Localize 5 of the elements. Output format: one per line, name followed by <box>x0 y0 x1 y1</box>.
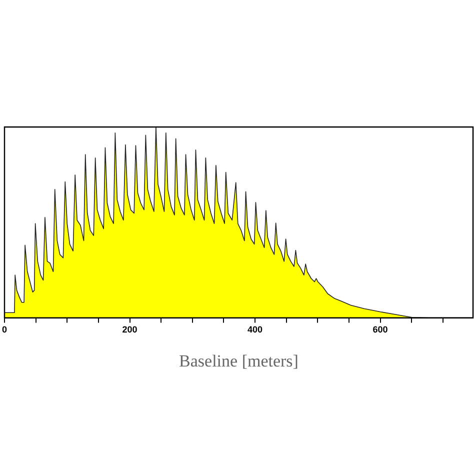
x-tick-label: 200 <box>122 324 138 335</box>
x-tick-label: 600 <box>372 324 388 335</box>
x-axis-title: Baseline [meters] <box>179 351 298 370</box>
x-tick-label: 0 <box>2 324 8 335</box>
x-tick-label: 400 <box>248 324 263 335</box>
